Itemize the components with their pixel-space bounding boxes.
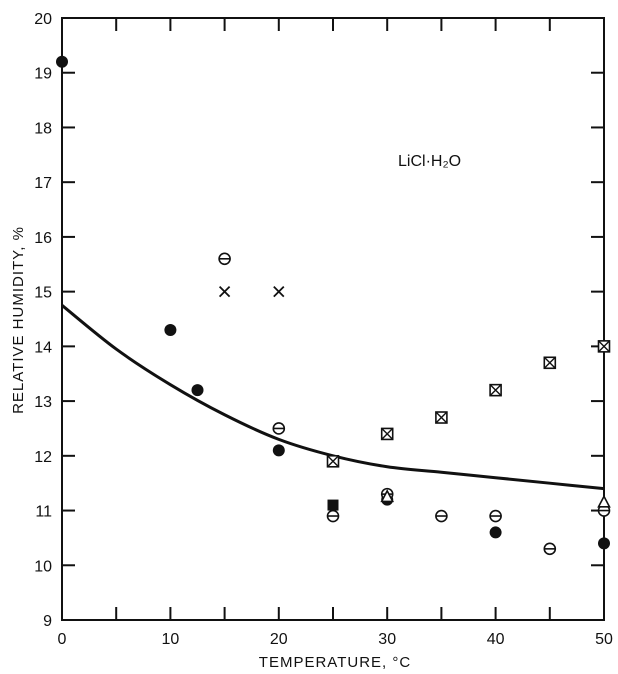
y-tick-label: 19 bbox=[34, 66, 52, 83]
y-tick-label: 18 bbox=[34, 120, 52, 137]
data-point-x bbox=[273, 285, 285, 298]
data-point-barred-circle bbox=[543, 542, 557, 556]
data-point-filled-circle bbox=[191, 384, 204, 397]
x-tick-label: 0 bbox=[58, 631, 67, 648]
x-tick-label: 40 bbox=[487, 631, 505, 648]
axis-tick-labels: 0 10 20 30 40 50 9 10 11 12 13 14 15 16 17 18 19 20 bbox=[34, 11, 613, 648]
data-point-boxed-x bbox=[543, 356, 557, 370]
data-point-triangle bbox=[380, 489, 395, 503]
data-point-filled-circle bbox=[164, 323, 177, 336]
y-tick-label: 13 bbox=[34, 394, 52, 411]
data-point-boxed-x bbox=[489, 383, 502, 397]
data-point-boxed-x bbox=[326, 454, 340, 468]
data-point-boxed-x bbox=[435, 411, 448, 424]
data-point-barred-circle bbox=[218, 252, 231, 266]
y-tick-label: 12 bbox=[34, 449, 52, 466]
data-point-triangle bbox=[597, 494, 611, 508]
data-point-filled-circle bbox=[489, 526, 502, 539]
x-tick-label: 50 bbox=[595, 631, 613, 648]
data-point-filled-circle bbox=[56, 55, 68, 68]
plot-frame bbox=[61, 17, 605, 621]
x-tick-label: 10 bbox=[162, 631, 180, 648]
data-point-barred-circle bbox=[326, 509, 340, 523]
data-point-filled-circle bbox=[272, 444, 285, 457]
x-axis-title: TEMPERATURE, °C bbox=[259, 654, 411, 671]
data-point-barred-circle bbox=[489, 509, 502, 523]
y-axis-title: RELATIVE HUMIDITY, % bbox=[10, 226, 27, 414]
y-tick-label: 14 bbox=[34, 339, 52, 356]
x-tick-label: 30 bbox=[378, 631, 396, 648]
data-point-filled-square bbox=[327, 499, 339, 511]
data-markers bbox=[56, 55, 611, 556]
annotation-label: LiCl·H₂O bbox=[398, 153, 461, 170]
y-tick-label: 10 bbox=[34, 558, 52, 575]
y-tick-label: 17 bbox=[34, 175, 52, 192]
y-tick-label: 9 bbox=[43, 613, 52, 630]
y-tick-label: 20 bbox=[34, 11, 52, 28]
data-point-x bbox=[218, 285, 231, 298]
y-tick-label: 16 bbox=[34, 230, 52, 247]
axis-ticks bbox=[61, 17, 605, 621]
data-point-boxed-x bbox=[597, 340, 611, 353]
y-tick-label: 11 bbox=[35, 504, 52, 521]
data-point-filled-circle bbox=[598, 537, 610, 550]
data-point-boxed-x bbox=[380, 427, 394, 441]
data-point-barred-circle bbox=[435, 509, 448, 523]
data-point-barred-circle bbox=[272, 422, 286, 435]
x-tick-label: 20 bbox=[270, 631, 288, 648]
y-tick-label: 15 bbox=[34, 285, 52, 302]
